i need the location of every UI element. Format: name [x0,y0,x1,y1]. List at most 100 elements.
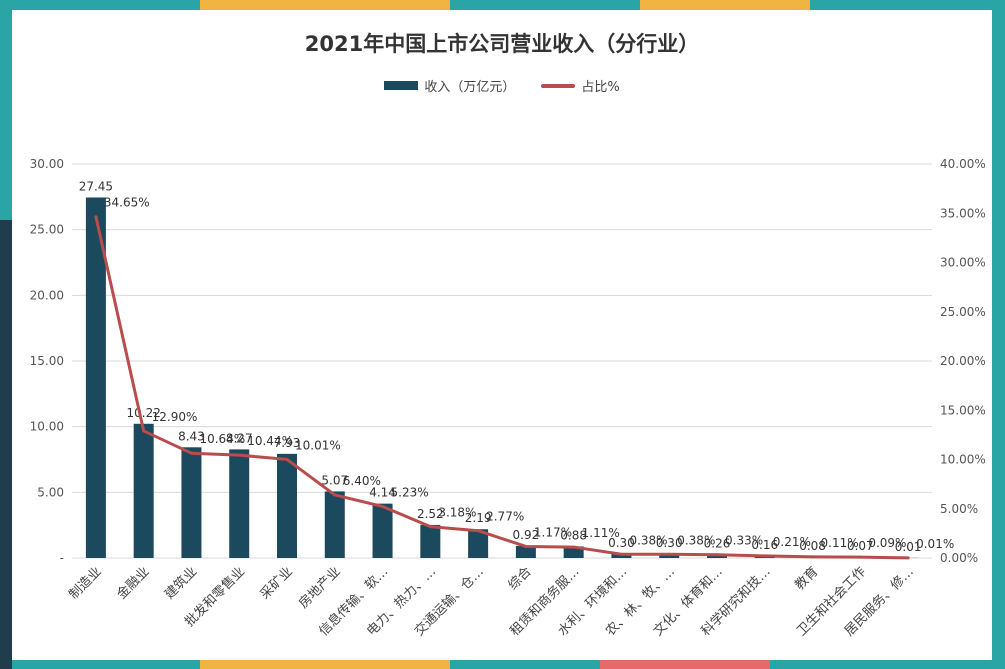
x-category-label: 教育 [792,564,822,594]
legend-item-revenue: 收入（万亿元） [384,76,515,95]
bar-value-label: 0.01 [895,540,922,554]
x-category-label: 建筑业 [161,564,200,603]
share-value-label: 0.33% [725,534,763,548]
share-point [285,457,289,461]
y-right-tick-label: 30.00% [940,256,986,270]
bar-value-label: 27.45 [79,179,113,193]
bar [324,491,345,558]
share-point [763,554,767,558]
share-value-label: 0.11% [821,536,859,550]
share-point [906,556,910,560]
x-category-label: 综合 [506,564,535,593]
legend-item-share: 占比% [541,76,620,95]
frame-dark-left [0,220,12,669]
y-right-tick-label: 25.00% [940,305,986,319]
bar [133,423,154,558]
bar-value-label: 0.26 [704,537,731,551]
share-point [619,552,623,556]
chart-card: 2021年中国上市公司营业收入（分行业） 收入（万亿元） 占比% - 5.00 10… [12,10,992,660]
x-category-label: 制造业 [67,564,105,602]
bar-value-label: 2.19 [465,511,492,525]
y-left-tick-label: 10.00 [30,420,64,434]
bar-value-label: 2.52 [417,507,444,521]
share-point [142,429,146,433]
x-category-label: 房地产业 [296,564,344,612]
y-right-tick-label: 0.00% [940,551,978,565]
y-left-tick-label: 25.00 [30,223,64,237]
share-value-label: 12.90% [152,410,198,424]
share-value-label: 10.01% [295,438,341,452]
bar-value-label: 0.30 [608,536,635,550]
legend-label-revenue: 收入（万亿元） [424,80,516,95]
bar-value-label: 8.43 [178,429,205,443]
bar-value-label: 10.22 [126,406,160,420]
chart-title: 2021年中国上市公司营业收入（分行业） [304,32,700,56]
y-right-tick-label: 15.00% [940,403,986,417]
bar [229,449,250,558]
bar-value-label: 4.14 [369,486,396,500]
y-left-tick-label: 15.00 [30,354,64,368]
frame-coral-bottom [600,660,770,669]
y-right-tick-label: 40.00% [940,157,986,171]
share-value-label: 1.17% [534,525,572,539]
share-point [333,493,337,497]
y-right-tick-label: 10.00% [940,453,986,467]
share-point [94,215,98,219]
share-value-label: 10.44% [247,434,293,448]
frame-orange-top [200,0,450,10]
bar-value-label: 0.16 [751,538,778,552]
plot-area: - 5.00 10.00 15.00 20.00 25.00 30.00 0.00% 5.00%… [30,157,986,639]
share-point [237,453,241,457]
share-point [189,451,193,455]
share-value-label: 2.77% [486,510,524,524]
bar [515,545,536,558]
bar-value-label: 0.08 [799,539,826,553]
share-value-label: 5.23% [391,485,429,499]
share-value-label: 3.18% [438,506,476,520]
y-left-tick-label: 20.00 [30,288,64,302]
share-value-label: 0.09% [868,536,906,550]
x-category-label: 金融业 [114,564,153,603]
share-point [811,555,815,559]
y-right-tick-label: 5.00% [940,502,978,516]
bar-value-label: 0.92 [513,528,540,542]
bar-value-label: 5.07 [321,473,348,487]
y-left-tick-label: - [60,551,64,565]
share-point [667,552,671,556]
bar [277,453,297,558]
bar [707,554,727,558]
share-point [381,504,385,508]
share-value-label: 34.65% [104,196,150,210]
share-point [428,525,432,529]
bar [420,524,441,558]
share-line [94,216,909,560]
bar-value-label: 7.93 [274,436,301,450]
legend-line-swatch [541,83,576,88]
legend-label-share: 占比% [581,80,620,95]
bar-value-label: 0.07 [847,539,874,553]
bar [372,503,393,558]
share-value-label: 10.64% [199,432,245,446]
bar-value-label: 0.88 [560,528,587,542]
bar [181,447,202,558]
y-left-tick-label: 5.00 [37,485,64,499]
share-point [476,529,480,533]
legend: 收入（万亿元） 占比% [12,76,992,95]
share-value-label: 0.38% [677,533,715,547]
legend-bar-swatch [384,81,419,90]
frame-orange-bottom [200,660,450,669]
share-value-label: 0.01% [916,537,954,551]
bar [563,546,584,558]
share-value-label: 1.11% [582,526,620,540]
bar [468,529,489,558]
bar [85,197,106,559]
bar-value-label: 0.30 [656,536,683,550]
share-value-label: 0.21% [773,535,811,549]
bar [611,554,632,558]
bar-value-label: 8.27 [226,431,253,445]
y-right-tick-label: 20.00% [940,354,986,368]
x-category-label: 采矿业 [258,564,296,602]
share-value-label: 6.40% [343,474,381,488]
bar [659,554,680,558]
frame-orange-top-right [640,0,810,10]
